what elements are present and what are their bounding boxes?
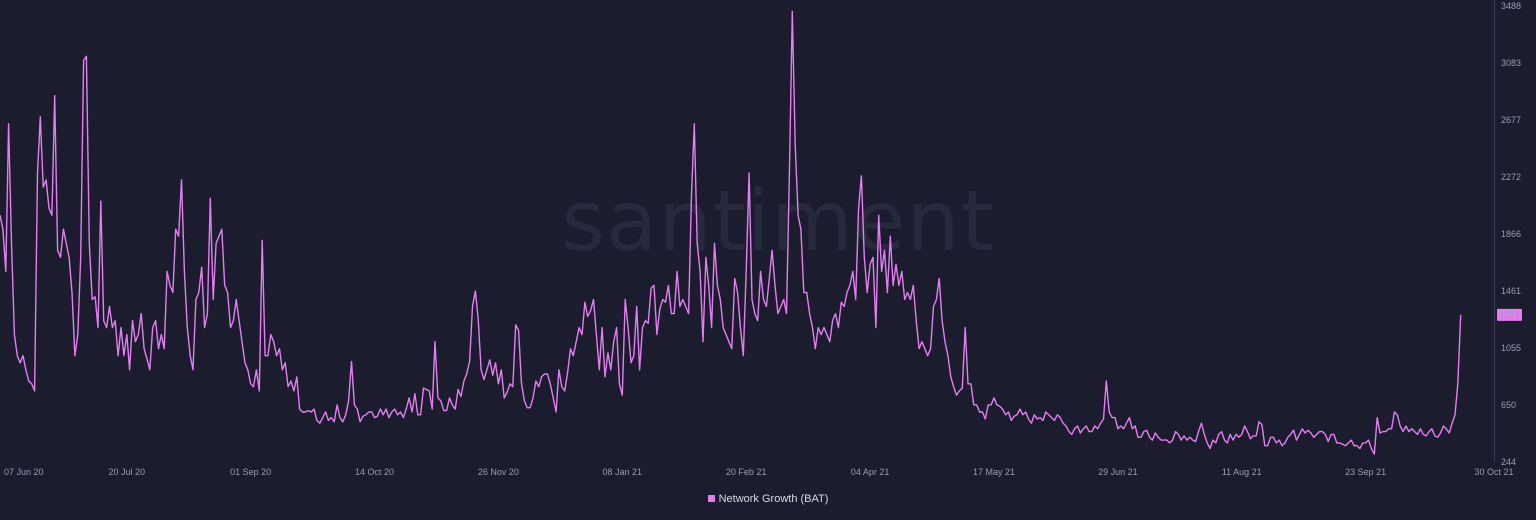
x-tick-label: 20 Feb 21 — [726, 467, 767, 477]
y-tick-label: 1055 — [1501, 343, 1521, 353]
x-tick-label: 26 Nov 20 — [478, 467, 519, 477]
y-tick-label: 2677 — [1501, 115, 1521, 125]
x-tick-label: 04 Apr 21 — [851, 467, 890, 477]
y-tick-label: 3083 — [1501, 58, 1521, 68]
x-tick-label: 11 Aug 21 — [1222, 467, 1262, 477]
x-tick-label: 14 Oct 20 — [355, 467, 394, 477]
y-tick-label: 650 — [1501, 400, 1516, 410]
y-tick-label: 3488 — [1501, 1, 1521, 11]
current-value-badge-bg — [1497, 308, 1522, 321]
watermark-text: santiment — [561, 172, 994, 270]
y-tick-label: 244 — [1501, 457, 1516, 467]
y-axis-ticks: 244 650 1055 1461 1866 2272 2677 3083 3488 — [1501, 1, 1521, 467]
x-tick-label: 29 Jun 21 — [1098, 467, 1138, 477]
current-value-label: 1291 — [1499, 310, 1519, 320]
series-line-network-growth — [0, 10, 1462, 455]
x-tick-label: 17 May 21 — [973, 467, 1015, 477]
y-tick-label: 2272 — [1501, 172, 1521, 182]
legend-swatch — [707, 495, 715, 502]
x-axis-ticks: 07 Jun 20 20 Jul 20 01 Sep 20 14 Oct 20 26 N… — [4, 467, 1514, 477]
x-tick-label: 07 Jun 20 — [4, 467, 44, 477]
chart-legend[interactable]: Network Growth (BAT) — [0, 493, 1536, 505]
legend-label: Network Growth (BAT) — [718, 493, 829, 505]
y-tick-label: 1866 — [1501, 229, 1521, 239]
x-tick-label: 08 Jan 21 — [603, 467, 643, 477]
y-tick-label: 1461 — [1501, 286, 1521, 296]
x-tick-label: 01 Sep 20 — [230, 467, 271, 477]
current-value-badge: 1291 — [1497, 308, 1522, 321]
x-tick-label: 30 Oct 21 — [1474, 467, 1513, 477]
x-tick-label: 20 Jul 20 — [109, 467, 146, 477]
x-tick-label: 23 Sep 21 — [1345, 467, 1386, 477]
network-growth-chart: santiment 244 650 1055 1461 1866 2272 2677 3083… — [0, 0, 1522, 477]
